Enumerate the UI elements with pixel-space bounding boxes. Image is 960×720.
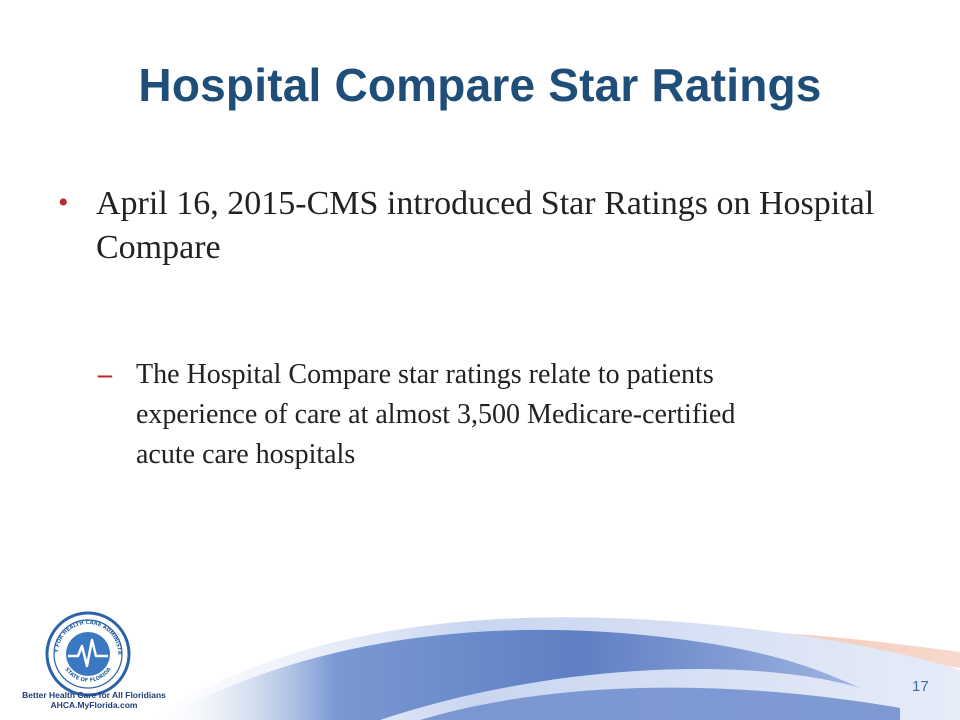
bullet-marker: • — [58, 186, 69, 219]
tagline-line-2: AHCA.MyFlorida.com — [50, 700, 138, 710]
sub-bullet-marker: – — [98, 359, 112, 390]
blue-swoosh — [160, 629, 860, 720]
sub-bullet-text: The Hospital Compare star ratings relate… — [136, 359, 736, 470]
slide-title: Hospital Compare Star Ratings — [138, 59, 822, 111]
bullet-text: April 16, 2015-CMS introduced Star Ratin… — [96, 185, 875, 266]
bullet-item: • April 16, 2015-CMS introduced Star Rat… — [58, 182, 878, 270]
footer-swoosh-decoration — [150, 617, 960, 720]
sub-bullet-item: – The Hospital Compare star ratings rela… — [98, 355, 798, 475]
blue-swoosh-lower — [420, 687, 900, 720]
page-number: 17 — [912, 678, 929, 695]
ahca-seal-icon: AGENCY FOR HEALTH CARE ADMINISTRATION ST… — [44, 610, 131, 697]
footer-tagline: Better Health Care for All Floridians AH… — [14, 690, 174, 710]
tagline-line-1: Better Health Care for All Floridians — [22, 690, 166, 700]
